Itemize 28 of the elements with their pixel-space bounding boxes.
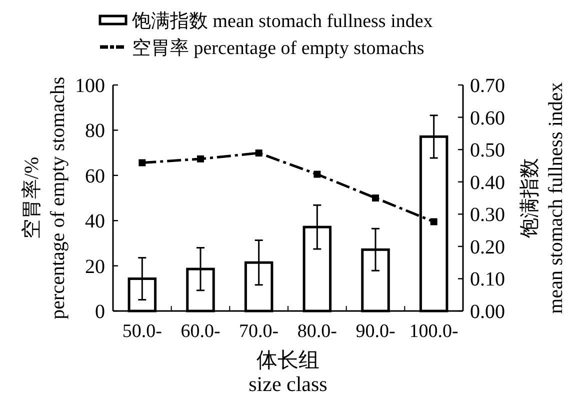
- ytick: 40: [85, 210, 105, 233]
- legend-item: 饱满指数 mean stomach fullness index: [98, 11, 433, 32]
- y2tick: 0.10: [470, 268, 505, 291]
- y2tick: 0.20: [470, 236, 505, 258]
- ylabel: 空胃率/%: [21, 156, 43, 240]
- ytick: 80: [85, 120, 105, 142]
- legend-item: 空胃率 percentage of empty stomachs: [100, 38, 424, 59]
- ytick: 0: [95, 301, 105, 323]
- y2tick: 0.60: [470, 107, 505, 130]
- y2tick: 0.00: [470, 301, 505, 323]
- y2label: mean stomach fullness index: [545, 82, 567, 314]
- xtick: 100.0-: [409, 321, 458, 342]
- y2tick: 0.30: [470, 204, 505, 226]
- ytick: 20: [85, 256, 105, 278]
- xtick: 60.0-: [180, 321, 220, 342]
- ytick: 60: [85, 165, 105, 188]
- xtick: 50.0-: [122, 321, 162, 342]
- xtick: 90.0-: [356, 321, 396, 342]
- y2tick: 0.50: [470, 140, 505, 162]
- xtick: 80.0-: [297, 321, 337, 342]
- xlabel: 体长组: [256, 348, 320, 372]
- y2tick: 0.70: [470, 75, 505, 97]
- xtick: 70.0-: [239, 321, 279, 342]
- xlabel: size class: [248, 372, 328, 396]
- ytick: 100: [75, 75, 105, 97]
- y2tick: 0.40: [470, 172, 505, 194]
- ylabel: percentage of empty stomachs: [47, 76, 69, 320]
- y2label: 饱满指数: [519, 158, 541, 238]
